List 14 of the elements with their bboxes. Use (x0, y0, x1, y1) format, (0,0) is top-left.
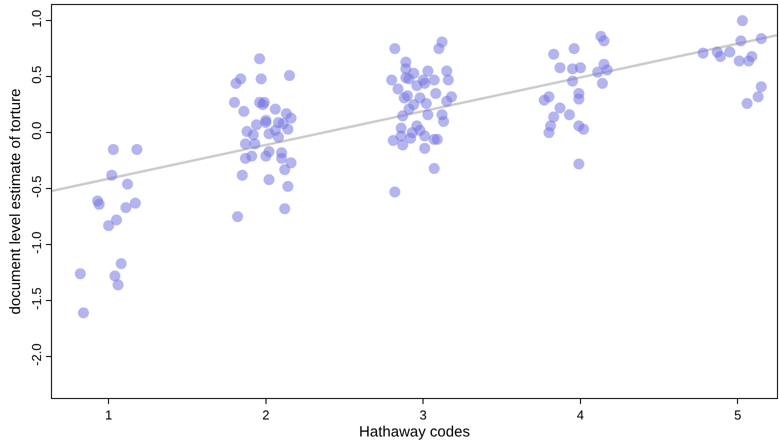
x-axis-title: Hathaway codes (359, 424, 470, 441)
y-tick-label: -0.5 (28, 175, 44, 198)
y-tick-label: 1.0 (28, 10, 44, 28)
y-axis-title: document level estimate of torture (7, 88, 24, 314)
y-tick-label: 0.0 (28, 122, 44, 140)
y-tick-label: -2.0 (28, 343, 44, 366)
y-tick-label: -1.5 (28, 287, 44, 310)
x-tick-label: 5 (734, 408, 742, 423)
x-tick-label: 2 (262, 408, 270, 423)
x-tick-label: 1 (105, 408, 112, 423)
x-tick-label: 4 (576, 408, 584, 423)
y-tick-label: 0.5 (28, 66, 44, 84)
x-tick-label: 3 (420, 408, 427, 423)
y-tick-label: -1.0 (28, 231, 44, 254)
